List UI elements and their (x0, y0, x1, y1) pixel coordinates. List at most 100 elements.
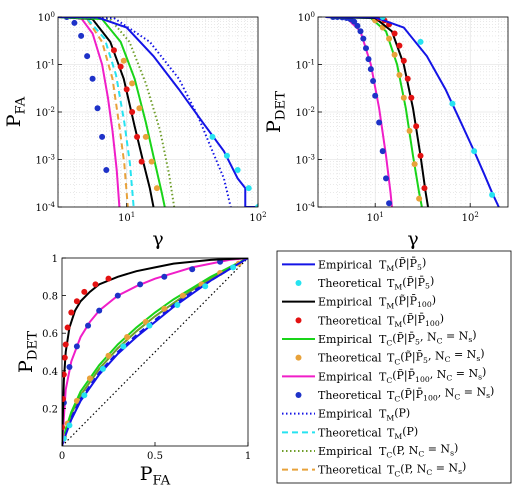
legend-stat: TM​(P̃|P̄5​) (379, 256, 426, 273)
data-point-tc_p5_theo (120, 57, 127, 64)
x-tick-label: 1 (245, 451, 251, 462)
data-point-tc_p100_theo (367, 66, 374, 73)
data-point-tm_p5_theo (417, 38, 424, 45)
data-point-tc_p5_theo (406, 127, 413, 134)
data-point-tc_p5_theo (391, 51, 398, 58)
y-tick-label: 0.2 (42, 404, 58, 415)
legend-item: Theoretical TC​(P̃|P̄5​, NC​ = Ns​) (295, 347, 485, 366)
data-point-tm_p100_theo (129, 109, 136, 115)
legend-stat: TM​(P̃|P̄100​) (379, 293, 436, 310)
y-tick-label: 0.4 (42, 367, 58, 378)
y-tick-label: 100​ (38, 11, 55, 24)
y-axis-label: PDET​ (263, 91, 289, 133)
data-point-tc_p5_theo (142, 318, 149, 325)
data-point-tc_p5_theo (179, 292, 186, 299)
legend-method: Empirical (318, 370, 373, 383)
data-point-tc_p5_theo (148, 158, 155, 165)
y-tick-label: 10-3​ (35, 154, 55, 167)
legend-marker (295, 354, 302, 361)
data-point-tc_p100_theo (103, 167, 110, 174)
x-axis-label: γ (407, 228, 418, 250)
data-point-tc_p100_theo (376, 119, 383, 126)
legend-stat: TC​(P̃|P̄100​, NC​ = Ns​) (387, 384, 494, 403)
x-tick-label: 0 (59, 451, 65, 462)
series-line-tm_p5 (58, 17, 258, 207)
y-tick-label: 1 (52, 254, 58, 265)
data-point-tc_p100_theo (84, 53, 91, 60)
legend-item: Theoretical TC​(P, NC​ = Ns​) (282, 460, 466, 478)
data-point-tm_p100_theo (110, 47, 117, 54)
legend-item: Empirical TM​(P̃|P̄5​) (282, 256, 426, 273)
legend-method: Theoretical (318, 464, 382, 477)
data-point-tc_p5_theo (142, 133, 149, 140)
legend-marker (295, 392, 302, 398)
data-point-tc_p5_theo (411, 161, 418, 168)
y-tick-label: 0.8 (42, 292, 58, 303)
legend-stat: TM​(P̃|P̄100​) (387, 312, 444, 329)
x-tick-label: 102​ (462, 211, 479, 224)
series-line-tc_p100 (62, 258, 248, 446)
legend-item: Empirical TC​(P̃|P̄100​, NC​ = Ns​) (282, 366, 486, 385)
data-point-tc_p100_theo (94, 105, 101, 112)
data-point-tc_p100_theo (89, 75, 96, 82)
data-point-tc_p100_theo (73, 343, 80, 350)
data-point-tc_p100_theo (161, 273, 168, 280)
data-point-tc_p5_theo (396, 72, 403, 79)
data-point-tm_p100_theo (123, 86, 130, 93)
data-point-tm_p100_theo (62, 371, 67, 378)
data-point-tc_p5_theo (136, 105, 143, 112)
legend-method: Theoretical (318, 389, 382, 402)
data-point-tm_p100_theo (404, 75, 411, 82)
data-point-tm_p100_theo (62, 424, 65, 431)
legend-item: Empirical TC​(P, NC​ = Ns​) (282, 442, 458, 460)
series-line-tm_p_theo (58, 17, 135, 207)
x-tick-label: 0.5 (147, 451, 163, 462)
data-point-tm_p100_theo (421, 185, 428, 192)
data-point-tm_p100_theo (62, 341, 69, 348)
y-axis-label: PDET​ (15, 331, 41, 373)
data-point-tm_p100_theo (62, 354, 68, 361)
data-point-tm_p5_theo (99, 365, 106, 372)
data-point-tc_p100_theo (365, 56, 372, 63)
legend-item: Theoretical TM​(P) (282, 425, 418, 441)
legend-item: Theoretical TM​(P̃|P̄100​) (295, 312, 444, 329)
data-point-tc_p100_theo (137, 281, 144, 288)
legend-method: Theoretical (318, 277, 382, 290)
chart-panel-1: 101​ 102​ 10-4​ 10-3​ 10-2​ 10-1​ 100​ γ PFA​ (3, 11, 267, 250)
series-line-tm_p5 (62, 258, 248, 446)
data-point-tm_p100_theo (117, 63, 124, 70)
legend-item: Theoretical TM​(P̃|P̄5​) (295, 275, 434, 292)
data-point-tc_p5_theo (386, 35, 393, 42)
data-point-tc_p100_theo (372, 92, 379, 99)
y-tick-label: 10-4​ (35, 201, 55, 214)
legend-method: Theoretical (318, 314, 382, 327)
legend-method: Empirical (318, 258, 373, 271)
series-line-tc_p5 (58, 17, 166, 207)
data-point-tm_p100_theo (408, 94, 415, 101)
data-point-tc_p5_theo (124, 333, 131, 340)
series-line-tc_p100 (58, 17, 121, 207)
y-tick-label: 10-1​ (35, 59, 55, 72)
data-point-tm_p5_theo (489, 191, 496, 198)
data-point-tc_p5_theo (400, 94, 407, 101)
y-tick-label: 0.6 (42, 329, 58, 340)
series-line-tm_p (62, 258, 248, 446)
data-point-tc_p100_theo (386, 200, 393, 207)
data-point-tm_p100_theo (68, 309, 75, 316)
x-axis-label: γ (152, 228, 163, 250)
data-point-tm_p5_theo (146, 322, 153, 329)
data-point-tc_p5_theo (416, 195, 423, 202)
y-tick-label: 10-3​ (295, 154, 315, 167)
y-axis-label: PFA​ (3, 96, 29, 127)
data-point-tm_p5_theo (471, 148, 478, 155)
data-point-tm_p5_theo (234, 167, 241, 174)
data-point-tm_p100_theo (391, 30, 398, 37)
data-point-tm_p5_theo (379, 17, 386, 20)
legend-stat: TM​(P) (387, 425, 418, 441)
data-point-tm_p100_theo (92, 281, 99, 288)
chart-panel-2: 101​ 102​ 10-4​ 10-3​ 10-2​ 10-1​ 100​ γ PDET​ (263, 11, 509, 250)
y-tick-label: 10-2​ (295, 106, 315, 119)
data-point-tc_p100_theo (379, 148, 386, 155)
data-point-tc_p100_theo (85, 322, 92, 329)
legend-method: Theoretical (318, 426, 382, 439)
